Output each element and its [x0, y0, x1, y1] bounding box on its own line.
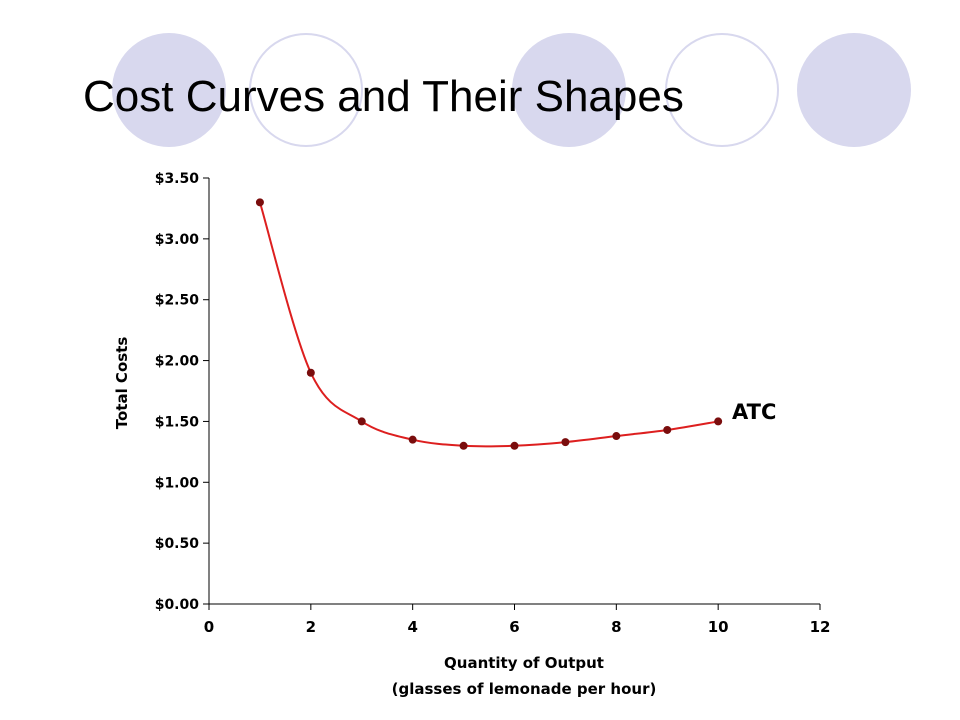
x-tick-label: 10	[708, 618, 729, 636]
series-points-atc	[255, 198, 723, 450]
y-axis-ticks: $0.00 $0.50 $1.00 $1.50 $2.00 $2.50 $3.00 $3.50	[155, 171, 209, 613]
y-tick-label: $0.00	[155, 597, 200, 613]
x-axis-label-line1: Quantity of Output	[444, 654, 604, 672]
x-tick-label: 2	[306, 618, 316, 636]
data-point	[357, 417, 366, 426]
x-tick-label: 6	[509, 618, 519, 636]
data-point	[255, 198, 264, 207]
x-axis-label-line2: (glasses of lemonade per hour)	[392, 680, 657, 698]
series-label-atc: ATC	[732, 400, 776, 424]
decorative-circle	[112, 33, 226, 147]
data-point	[612, 432, 621, 441]
y-axis-label: Total Costs	[113, 337, 131, 430]
data-point	[510, 441, 519, 450]
y-tick-label: $1.50	[155, 414, 200, 430]
series-line-atc	[258, 202, 719, 448]
y-tick-label: $2.00	[155, 354, 200, 370]
data-point	[714, 417, 723, 426]
decorative-circle	[665, 33, 779, 147]
data-point	[561, 438, 570, 447]
x-tick-label: 12	[810, 618, 831, 636]
y-tick-label: $3.00	[155, 232, 200, 248]
slide-title: Cost Curves and Their Shapes	[83, 72, 684, 121]
decorative-circle	[512, 33, 626, 147]
x-tick-label: 8	[611, 618, 621, 636]
y-tick-label: $0.50	[155, 536, 200, 552]
data-point	[663, 425, 672, 434]
data-point	[459, 441, 468, 450]
data-point	[408, 435, 417, 444]
data-point	[306, 368, 315, 377]
x-axis-ticks: 0 2 4 6 8 10 12	[204, 604, 831, 636]
x-tick-label: 4	[407, 618, 417, 636]
y-tick-label: $3.50	[155, 171, 200, 187]
y-tick-label: $1.00	[155, 475, 200, 491]
decorative-circle	[249, 33, 363, 147]
chart-axes	[208, 178, 820, 605]
y-tick-label: $2.50	[155, 293, 200, 309]
decorative-circle	[797, 33, 911, 147]
x-tick-label: 0	[204, 618, 214, 636]
